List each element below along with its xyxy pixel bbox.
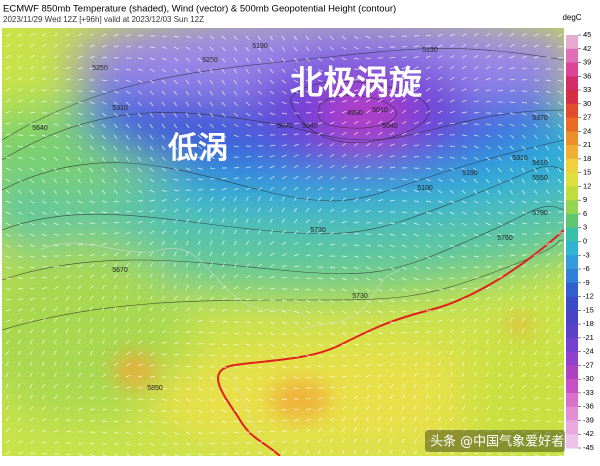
contour-label: 5250 bbox=[92, 65, 108, 72]
contour-label: 5250 bbox=[202, 57, 218, 64]
colorbar-segment bbox=[566, 324, 578, 338]
contour-label: 5190 bbox=[252, 43, 268, 50]
colorbar-label: -12 bbox=[583, 292, 594, 301]
colorbar-label: 12 bbox=[583, 181, 591, 190]
colorbar-segment bbox=[566, 214, 578, 228]
colorbar-label: -36 bbox=[583, 402, 594, 411]
colorbar-segment bbox=[566, 365, 578, 379]
contour-label: 5730 bbox=[352, 293, 368, 300]
colorbar-segment bbox=[566, 255, 578, 269]
colorbar-segment bbox=[566, 420, 578, 434]
colorbar-label: 42 bbox=[583, 44, 591, 53]
colorbar-segment bbox=[566, 297, 578, 311]
colorbar-segment bbox=[566, 90, 578, 104]
colorbar-segment bbox=[566, 173, 578, 187]
colorbar-label: 39 bbox=[583, 58, 591, 67]
map-field: 北极涡旋 低涡 5190 5250 5310 5250 5130 5070 5040 4980… bbox=[0, 10, 600, 460]
title: ECMWF 850mb Temperature (shaded), Wind (… bbox=[3, 4, 396, 15]
colorbar-label: 27 bbox=[583, 113, 591, 122]
colorbar-label: 45 bbox=[583, 30, 591, 39]
colorbar-label: -30 bbox=[583, 374, 594, 383]
contour-label: 5610 bbox=[532, 160, 548, 167]
colorbar-segment bbox=[566, 145, 578, 159]
colorbar-label: 18 bbox=[583, 154, 591, 163]
contour-label: 5100 bbox=[417, 185, 433, 192]
colorbar-segment bbox=[566, 76, 578, 90]
colorbar-segment bbox=[566, 104, 578, 118]
colorbar-segment bbox=[566, 242, 578, 256]
contour-label: 5730 bbox=[310, 227, 326, 234]
colorbar-segment bbox=[566, 186, 578, 200]
contour-label: 5640 bbox=[32, 125, 48, 132]
colorbar-label: -42 bbox=[583, 429, 594, 438]
vortex-label: 北极涡旋 bbox=[290, 63, 422, 102]
contour-label: 5070 bbox=[277, 123, 293, 130]
colorbar-segment bbox=[566, 228, 578, 242]
watermark: 头条 @中国气象爱好者 bbox=[430, 434, 564, 450]
contour-label: 5040 bbox=[382, 123, 398, 130]
colorbar-segment bbox=[566, 434, 578, 448]
wind-vector bbox=[462, 135, 467, 136]
colorbar-label: 30 bbox=[583, 99, 591, 108]
colorbar-segment bbox=[566, 200, 578, 214]
colorbar-label: -45 bbox=[583, 443, 594, 452]
colorbar-label: 24 bbox=[583, 126, 591, 135]
colorbar-segment bbox=[566, 35, 578, 49]
colorbar-label: -33 bbox=[583, 388, 594, 397]
contour-label: 5310 bbox=[512, 155, 528, 162]
contour-label: 5130 bbox=[422, 47, 438, 54]
colorbar-label: -18 bbox=[583, 319, 594, 328]
colorbar-label: -24 bbox=[583, 347, 594, 356]
colorbar-label: -9 bbox=[583, 278, 590, 287]
contour-label: 4980 bbox=[347, 110, 363, 117]
colorbar-unit: degC bbox=[562, 13, 581, 22]
colorbar-label: -6 bbox=[583, 264, 590, 273]
colorbar-segment bbox=[566, 310, 578, 324]
colorbar-label: 6 bbox=[583, 209, 587, 218]
colorbar-segment bbox=[566, 159, 578, 173]
colorbar-label: -3 bbox=[583, 250, 590, 259]
contour-label: 5850 bbox=[147, 385, 163, 392]
low-label: 低涡 bbox=[167, 131, 228, 166]
colorbar-segment bbox=[566, 118, 578, 132]
colorbar-label: -21 bbox=[583, 333, 594, 342]
colorbar-segment bbox=[566, 338, 578, 352]
colorbar-segment bbox=[566, 393, 578, 407]
colorbar-label: 33 bbox=[583, 85, 591, 94]
colorbar-segment bbox=[566, 283, 578, 297]
colorbar-segment bbox=[566, 49, 578, 63]
colorbar-label: -15 bbox=[583, 305, 594, 314]
colorbar-label: 9 bbox=[583, 195, 587, 204]
contour-label: 5370 bbox=[532, 115, 548, 122]
colorbar-segment bbox=[566, 131, 578, 145]
contour-label: 5790 bbox=[532, 210, 548, 217]
contour-label: 5040 bbox=[302, 123, 318, 130]
contour-label: 5190 bbox=[462, 170, 478, 177]
colorbar-label: -39 bbox=[583, 415, 594, 424]
contour-label: 5670 bbox=[112, 267, 128, 274]
colorbar-label: 21 bbox=[583, 140, 591, 149]
colorbar-segment bbox=[566, 407, 578, 421]
colorbar-segment bbox=[566, 63, 578, 77]
contour-label: 5310 bbox=[112, 105, 128, 112]
contour-label: 5760 bbox=[497, 235, 513, 242]
colorbar-segment bbox=[566, 269, 578, 283]
colorbar-label: 0 bbox=[583, 236, 587, 245]
colorbar-segment bbox=[566, 379, 578, 393]
colorbar-label: 3 bbox=[583, 223, 587, 232]
colorbar-label: -27 bbox=[583, 360, 594, 369]
colorbar-label: 36 bbox=[583, 71, 591, 80]
colorbar-label: 15 bbox=[583, 168, 591, 177]
contour-label: 5010 bbox=[372, 107, 388, 114]
contour-label: 5550 bbox=[532, 175, 548, 182]
colorbar-segment bbox=[566, 352, 578, 366]
subtitle: 2023/11/29 Wed 12Z [+96h] valid at 2023/… bbox=[3, 15, 204, 24]
